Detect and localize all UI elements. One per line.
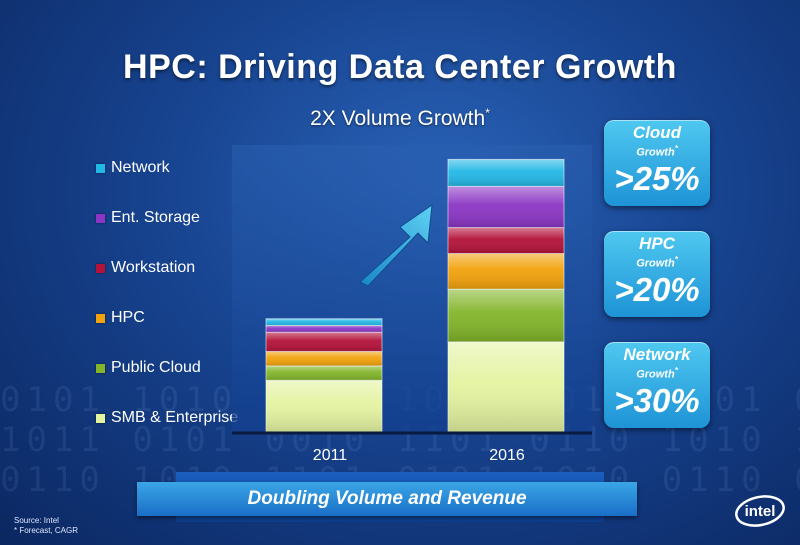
callout-network-growth: Network Growth* >30% [604,342,710,428]
bar-shine-2016-workstation [448,227,564,254]
legend-swatch-public-cloud [96,363,105,373]
bar-shine-2011-network [266,318,382,326]
legend-item-smb-enterprise: SMB & Enterprise [96,405,246,431]
x-tick-2011: 2011 [312,447,348,464]
callout-cloud-growth: Cloud Growth* >25% [604,120,710,206]
legend-label-ent-storage: Ent. Storage [111,209,200,226]
bar-shine-2016-network [448,159,564,187]
chart-subtitle: 2X Volume Growth* [310,106,490,130]
callout-network-value: >30% [614,381,700,419]
callout-hpc-value: >20% [614,270,700,308]
callout-cloud-sub: Growth* [636,144,678,159]
legend-item-hpc: HPC [96,305,246,331]
callout-network-name: Network [623,345,691,364]
x-tick-2016: 2016 [489,447,525,464]
growth-arrow [359,203,433,287]
callout-network-sub: Growth* [636,366,678,381]
footnote-source: Source: Intel [14,516,59,525]
callout-hpc-name: HPC [639,234,675,253]
legend-label-public-cloud: Public Cloud [111,359,201,376]
legend-label-network: Network [111,159,170,176]
bar-shine-2016-public-cloud [448,289,564,342]
callout-cloud-value: >25% [614,159,700,197]
bar-shine-2011-smb-enterprise [266,380,382,433]
callout-hpc-growth: HPC Growth* >20% [604,231,710,317]
legend-swatch-smb-enterprise [96,413,105,423]
stacked-bar-chart [232,145,592,435]
bar-shine-2016-smb-enterprise [448,341,564,433]
legend-item-public-cloud: Public Cloud [96,355,246,381]
bar-shine-2016-ent-storage [448,186,564,228]
svg-text:intel: intel [745,503,776,520]
callout-cloud-name: Cloud [632,123,682,142]
legend-swatch-workstation [96,263,105,273]
legend-item-network: Network [96,155,246,181]
legend-item-workstation: Workstation [96,255,246,281]
legend-label-smb-enterprise: SMB & Enterprise [111,409,239,426]
page-title: HPC: Driving Data Center Growth [123,48,677,86]
callout-hpc-sub: Growth* [636,255,678,270]
legend-swatch-hpc [96,313,105,323]
banner-text: Doubling Volume and Revenue [247,488,527,509]
legend-swatch-network [96,163,105,173]
bar-shine-2011-hpc [266,351,382,366]
legend-swatch-ent-storage [96,213,105,223]
legend-label-workstation: Workstation [111,259,196,276]
bar-shine-2011-ent-storage [266,325,382,333]
footnote-forecast: * Forecast, CAGR [14,526,79,535]
footnote: Source: Intel * Forecast, CAGR [14,516,78,536]
bar-shine-2011-workstation [266,332,382,352]
intel-logo: intel [735,495,785,527]
bar-shine-2016-hpc [448,253,564,289]
legend-item-ent-storage: Ent. Storage [96,205,246,231]
bar-shine-2011-public-cloud [266,365,382,381]
banner [137,482,637,516]
legend-label-hpc: HPC [111,309,145,326]
